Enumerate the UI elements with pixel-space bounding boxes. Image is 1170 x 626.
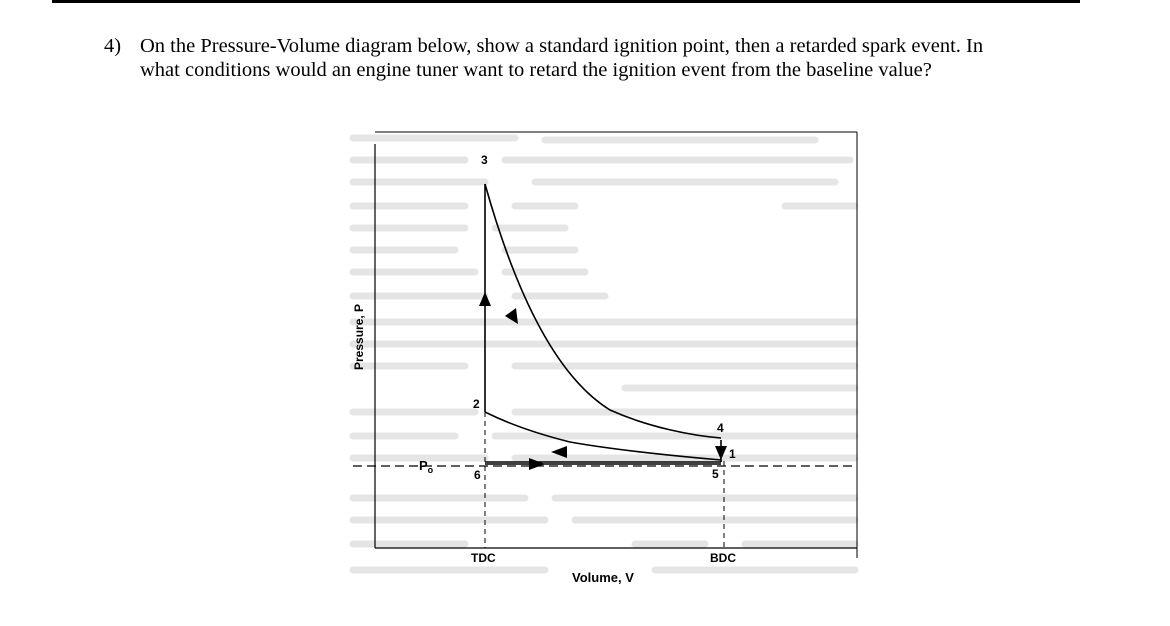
question-number: 4) xyxy=(104,35,122,57)
expansion-curve-3-4 xyxy=(484,183,722,439)
pv-diagram: 3 2 4 1 5 6 Po TDC BDC Volume, V Pressur… xyxy=(349,131,859,585)
p0-label: Po xyxy=(419,458,434,475)
y-axis-label: Pressure, P xyxy=(352,304,366,370)
point-label-5: 5 xyxy=(712,467,719,481)
point-label-3: 3 xyxy=(481,153,488,167)
arrow-up-icon xyxy=(479,292,491,306)
point-label-4: 4 xyxy=(717,421,724,435)
point-label-1: 1 xyxy=(729,447,736,461)
point-label-6: 6 xyxy=(474,468,481,482)
pv-diagram-figure: 3 2 4 1 5 6 Po TDC BDC Volume, V Pressur… xyxy=(345,126,865,596)
background-texture xyxy=(349,134,859,574)
x-axis-label: Volume, V xyxy=(572,570,634,585)
compression-curve-1-2 xyxy=(484,411,722,461)
arrow-down-icon xyxy=(715,446,727,460)
question-line-1: On the Pressure-Volume diagram below, sh… xyxy=(140,35,984,57)
bdc-label: BDC xyxy=(710,551,736,565)
tdc-label: TDC xyxy=(471,551,496,565)
question-line-2: what conditions would an engine tuner wa… xyxy=(140,59,932,81)
arrow-left-icon xyxy=(551,446,567,458)
top-rule xyxy=(52,0,1080,3)
point-label-2: 2 xyxy=(473,397,480,411)
arrow-right-icon xyxy=(529,458,545,470)
question-text: On the Pressure-Volume diagram below, sh… xyxy=(140,34,1100,82)
arrow-expansion-icon xyxy=(505,308,518,324)
p0-subscript: o xyxy=(428,465,434,475)
